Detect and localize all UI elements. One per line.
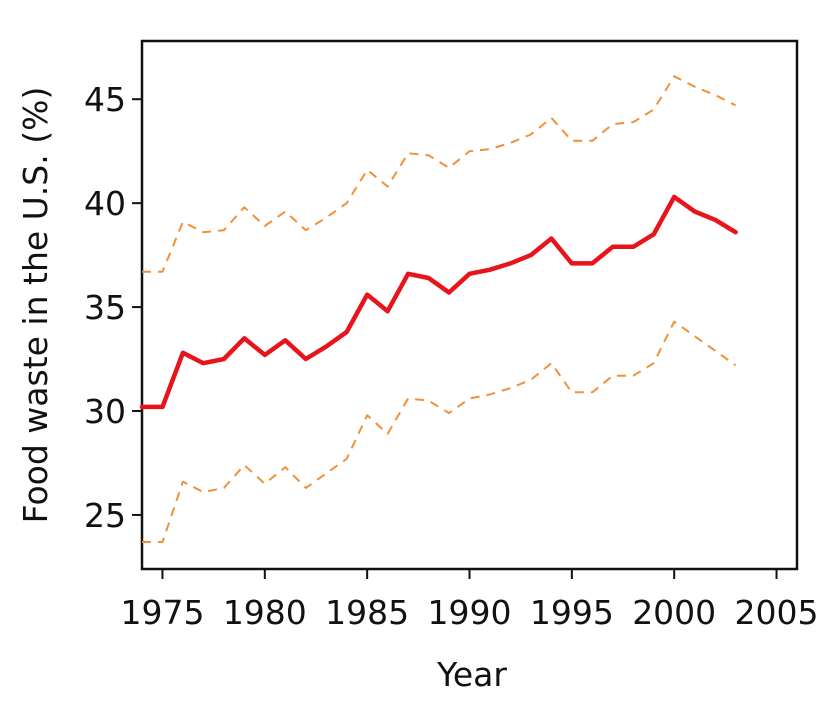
series-line-estimate: [139, 194, 738, 410]
y-tick-label: 40: [84, 184, 126, 223]
series-line-upper-bound: [142, 75, 737, 273]
y-axis-title: Food waste in the U.S. (%): [16, 87, 55, 524]
y-tick-label: 45: [84, 80, 126, 119]
plot-area-frame: [140, 39, 799, 571]
y-tick-label: 30: [84, 392, 126, 431]
x-tick-label: 1980: [223, 593, 307, 632]
x-tick-label: 1985: [325, 593, 409, 632]
x-tick-label: 1975: [120, 593, 204, 632]
y-axis: 25 30 35 40 45: [84, 80, 142, 535]
x-tick-label: 1995: [530, 593, 614, 632]
y-tick-label: 35: [84, 288, 126, 327]
x-axis: 1975 1980 1985 1990 1995 2000 2005: [120, 569, 819, 632]
x-tick-label: 2000: [632, 593, 716, 632]
x-tick-label: 1990: [428, 593, 512, 632]
series-layer: [139, 75, 738, 543]
series-line-lower-bound: [142, 320, 737, 543]
x-axis-title: Year: [436, 655, 507, 694]
y-tick-label: 25: [84, 496, 126, 535]
x-tick-label: 2005: [735, 593, 819, 632]
